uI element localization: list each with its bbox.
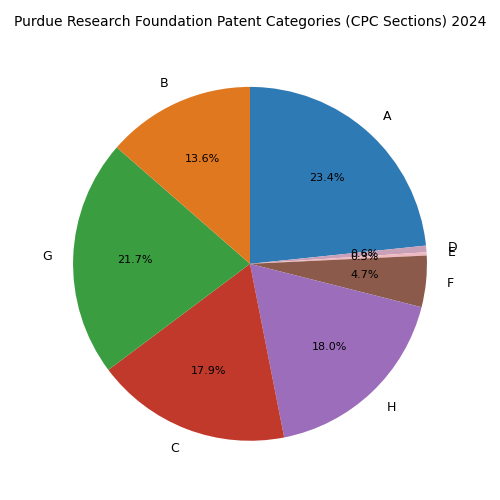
Wedge shape	[116, 87, 250, 264]
Text: C: C	[170, 442, 179, 456]
Text: 23.4%: 23.4%	[310, 174, 345, 184]
Wedge shape	[250, 252, 426, 264]
Wedge shape	[73, 148, 250, 370]
Text: D: D	[448, 240, 457, 254]
Text: 17.9%: 17.9%	[191, 366, 226, 376]
Text: 21.7%: 21.7%	[118, 254, 153, 264]
Text: 0.3%: 0.3%	[350, 252, 379, 262]
Title: Purdue Research Foundation Patent Categories (CPC Sections) 2024: Purdue Research Foundation Patent Catego…	[14, 15, 486, 29]
Text: 18.0%: 18.0%	[312, 342, 347, 352]
Text: A: A	[382, 110, 391, 123]
Text: H: H	[386, 401, 396, 414]
Wedge shape	[250, 246, 426, 264]
Wedge shape	[108, 264, 284, 441]
Wedge shape	[250, 87, 426, 264]
Text: G: G	[42, 250, 52, 263]
Text: F: F	[447, 277, 454, 290]
Wedge shape	[250, 256, 427, 307]
Text: B: B	[160, 77, 168, 90]
Text: E: E	[448, 246, 456, 259]
Wedge shape	[250, 264, 422, 438]
Text: 4.7%: 4.7%	[350, 270, 378, 280]
Text: 0.6%: 0.6%	[350, 249, 378, 259]
Text: 13.6%: 13.6%	[185, 154, 220, 164]
